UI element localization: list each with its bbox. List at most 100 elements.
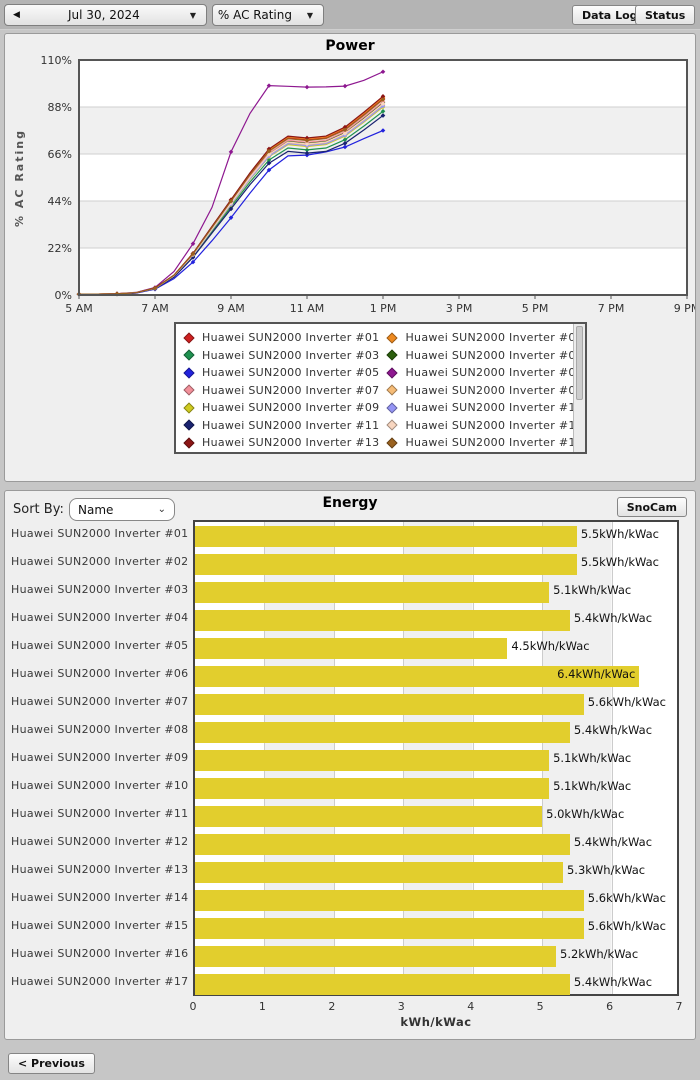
legend-item-label: Huawei SUN2000 Inverter #10 (405, 401, 583, 415)
energy-bar-value: 5.5kWh/kWac (580, 526, 659, 541)
energy-bar-value: 5.4kWh/kWac (573, 974, 653, 989)
inverter-row-label: Huawei SUN2000 Inverter #08 (11, 723, 189, 736)
legend-item-label: Huawei SUN2000 Inverter #09 (202, 401, 380, 415)
legend-item-12: Huawei SUN2000 Inverter #12 (385, 417, 583, 435)
legend-marker-icon (386, 437, 399, 449)
snocam-button[interactable]: SnoCam (616, 497, 687, 517)
data-point-marker (266, 167, 272, 173)
energy-bar-value: 5.2kWh/kWac (560, 946, 639, 961)
data-point-marker (342, 141, 348, 146)
legend-item-label: Huawei SUN2000 Inverter #01 (202, 331, 380, 345)
legend-item-10: Huawei SUN2000 Inverter #10 (385, 399, 583, 417)
chevron-down-icon: ▼ (189, 10, 196, 20)
legend-item-6: Huawei SUN2000 Inverter #06 (385, 364, 583, 382)
inverter-row-label: Huawei SUN2000 Inverter #06 (11, 667, 189, 680)
data-point-marker (190, 251, 196, 257)
legend-item-label: Huawei SUN2000 Inverter #07 (202, 383, 380, 397)
sort-by-value: Name (78, 502, 114, 517)
data-point-marker (304, 84, 310, 90)
energy-bar (195, 693, 584, 715)
legend-item-7: Huawei SUN2000 Inverter #07 (182, 382, 379, 400)
energy-bar (195, 973, 570, 995)
plot-band (79, 154, 687, 201)
legend-item-label: Huawei SUN2000 Inverter #12 (405, 418, 583, 432)
data-log-button[interactable]: Data Log (572, 5, 648, 25)
legend-item-label: Huawei SUN2000 Inverter #02 (405, 331, 583, 345)
legend-item-4: Huawei SUN2000 Inverter #04 (385, 347, 583, 365)
legend-item-14: Huawei SUN2000 Inverter #14 (385, 434, 583, 452)
legend-item-label: Huawei SUN2000 Inverter #14 (405, 436, 583, 450)
legend-item-2: Huawei SUN2000 Inverter #02 (385, 329, 583, 347)
energy-bar (195, 861, 563, 883)
inverter-row-label: Huawei SUN2000 Inverter #16 (11, 947, 189, 960)
legend-item-11: Huawei SUN2000 Inverter #11 (182, 417, 379, 435)
inverter-row-label: Huawei SUN2000 Inverter #05 (11, 639, 189, 652)
inverter-row-label: Huawei SUN2000 Inverter #04 (11, 611, 189, 624)
data-point-marker (266, 160, 272, 166)
energy-bar (195, 945, 556, 967)
legend-marker-icon (386, 384, 399, 396)
power-chart-title: Power (325, 38, 375, 54)
legend-marker-icon (386, 332, 399, 344)
legend-marker-icon (183, 349, 195, 361)
legend-marker-icon (183, 402, 195, 414)
data-point-marker (342, 83, 348, 89)
inverter-row-label: Huawei SUN2000 Inverter #13 (11, 863, 189, 876)
data-point-marker (190, 259, 196, 265)
energy-bar-value: 4.5kWh/kWac (511, 638, 590, 653)
y-tick-label: 66% (48, 148, 72, 161)
legend-marker-icon (386, 419, 399, 431)
status-button[interactable]: Status (635, 5, 696, 25)
x-tick-label: 9 AM (217, 302, 245, 315)
date-selector[interactable]: ◀ Jul 30, 2024 ▼ (4, 4, 207, 26)
inverter-row-label: Huawei SUN2000 Inverter #09 (11, 751, 189, 764)
y-tick-label: 88% (48, 101, 72, 114)
data-point-marker (380, 101, 386, 107)
energy-bar (195, 609, 570, 631)
energy-bar-value: 5.4kWh/kWac (573, 722, 653, 737)
legend-marker-icon (183, 367, 195, 379)
energy-bar (195, 553, 577, 575)
energy-bar (195, 833, 570, 855)
legend-item-label: Huawei SUN2000 Inverter #11 (202, 418, 380, 432)
energy-bar-value: 5.4kWh/kWac (573, 610, 653, 625)
prev-day-icon[interactable]: ◀ (13, 10, 20, 20)
data-point-marker (304, 135, 310, 141)
y-tick-label: 22% (48, 242, 72, 255)
legend-scrollbar[interactable] (573, 324, 585, 452)
metric-selector[interactable]: % AC Rating ▼ (212, 4, 324, 26)
x-tick-label: 7 PM (598, 302, 625, 315)
energy-x-tick-label: 7 (675, 1000, 683, 1013)
x-tick-label: 7 AM (141, 302, 169, 315)
energy-bar (195, 637, 508, 659)
inverter-row-label: Huawei SUN2000 Inverter #01 (11, 527, 189, 540)
legend-item-label: Huawei SUN2000 Inverter #13 (202, 436, 380, 450)
sort-by-select[interactable]: Name ⌄ (69, 498, 175, 521)
x-tick-label: 5 AM (65, 302, 93, 315)
energy-bar (195, 665, 640, 687)
energy-chart-title: Energy (322, 495, 378, 511)
energy-bar-value: 6.4kWh/kWac (557, 666, 636, 681)
energy-bar-value: 5.1kWh/kWac (553, 582, 632, 597)
energy-bar-value: 5.1kWh/kWac (553, 750, 632, 765)
legend-item-label: Huawei SUN2000 Inverter #08 (405, 383, 583, 397)
x-tick-label: 11 AM (290, 302, 325, 315)
energy-bar-value: 5.6kWh/kWac (587, 918, 666, 933)
legend-scrollbar-thumb[interactable] (576, 326, 583, 400)
energy-panel: Sort By: Name ⌄ Energy SnoCam Huawei SUN… (4, 490, 696, 1040)
legend-item-8: Huawei SUN2000 Inverter #08 (385, 382, 583, 400)
data-point-marker (266, 83, 272, 88)
y-tick-label: 0% (55, 289, 72, 302)
plot-band (79, 248, 687, 295)
inverter-row-label: Huawei SUN2000 Inverter #12 (11, 835, 189, 848)
data-point-marker (190, 241, 196, 247)
metric-label: % AC Rating (217, 8, 292, 22)
chevron-down-icon: ⌄ (157, 504, 166, 515)
legend-item-1: Huawei SUN2000 Inverter #01 (182, 329, 379, 347)
energy-bar-value: 5.3kWh/kWac (566, 862, 646, 877)
previous-button[interactable]: < Previous (8, 1053, 95, 1074)
legend-marker-icon (386, 349, 399, 361)
energy-bar-value: 5.0kWh/kWac (546, 806, 625, 821)
legend-item-9: Huawei SUN2000 Inverter #09 (182, 399, 379, 417)
energy-bar-value: 5.1kWh/kWac (553, 778, 632, 793)
